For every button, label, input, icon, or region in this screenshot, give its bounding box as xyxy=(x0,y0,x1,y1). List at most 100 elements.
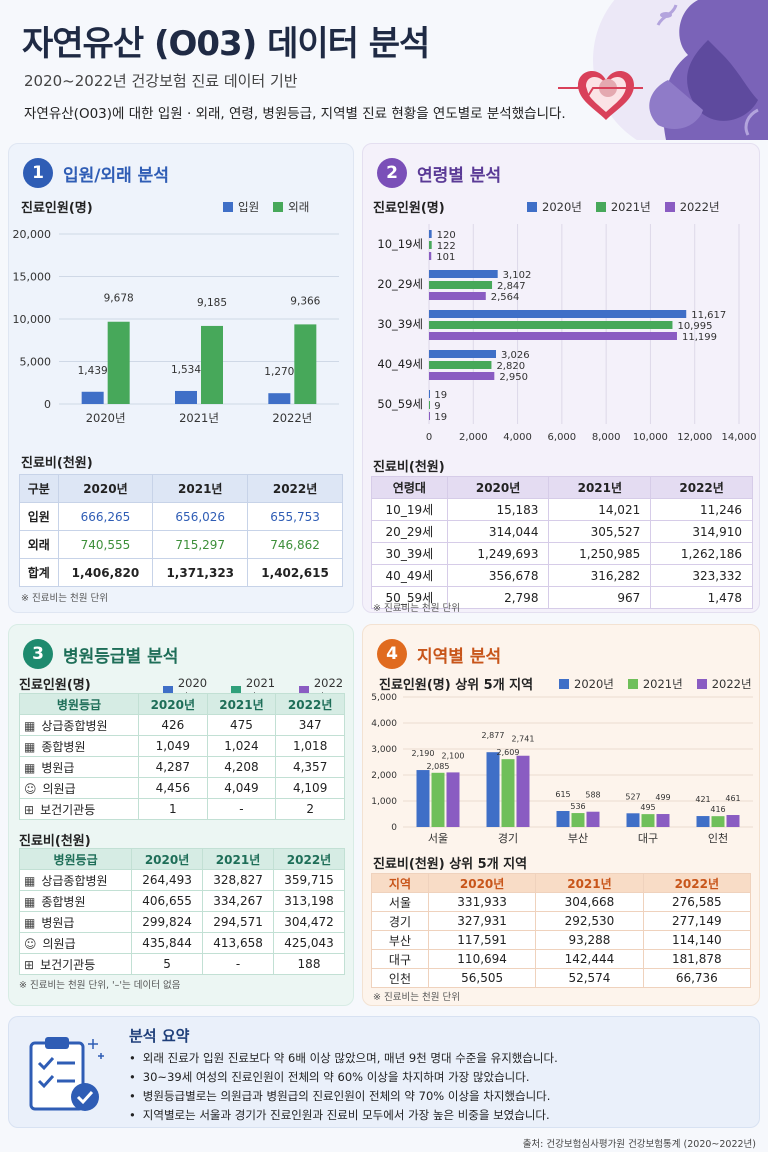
data-label: 3,102 xyxy=(503,270,532,281)
table-cell: 1,018 xyxy=(275,735,345,757)
table-row: 40_49세 356,678 316,282 323,332 xyxy=(371,564,753,587)
legend-label: 입원 xyxy=(238,200,260,214)
table-cell: 356,678 xyxy=(446,564,550,587)
table-cell: 316,282 xyxy=(548,564,652,587)
table-row: ▦ 종합병원 1,049 1,024 1,018 xyxy=(19,735,345,757)
table-cell: 117,591 xyxy=(427,930,537,950)
table-header-row: 병원등급 2020년 2021년 2022년 xyxy=(19,693,345,715)
clinic-icon: ⊞ xyxy=(24,957,35,972)
bar-chart-region: 0 1,000 2,000 3,000 4,000 5,000 2,190 2,085 2,10… xyxy=(371,693,753,845)
data-label: 588 xyxy=(585,791,600,800)
table-cell: 188 xyxy=(273,953,345,975)
data-label: 11,199 xyxy=(682,332,717,343)
data-label: 2,847 xyxy=(497,281,526,292)
section-number: 3 xyxy=(23,639,53,669)
table-cell: 142,444 xyxy=(535,949,644,969)
chart-ylabel: 진료인원(명) 상위 5개 지역 xyxy=(379,678,534,693)
table-cell: 1,371,323 xyxy=(152,558,249,587)
table-cell: 93,288 xyxy=(535,930,644,950)
table-row: ▦ 병원급 299,824 294,571 304,472 xyxy=(18,911,345,933)
table-cell: 5 xyxy=(131,953,204,975)
section-number: 4 xyxy=(377,639,407,669)
table-header-cell: 구분 xyxy=(19,474,59,503)
x-tick-label: 8,000 xyxy=(592,432,621,443)
table-cell: 4,287 xyxy=(137,756,208,778)
table-cell: 276,585 xyxy=(642,892,752,912)
cost-table: 지역 2020년 2021년 2022년 서울 331,933 304,668 276,585… xyxy=(371,873,752,988)
table-cell: 30_39세 xyxy=(371,542,448,565)
table-cell: 11,246 xyxy=(650,498,753,521)
data-label: 2,950 xyxy=(499,372,528,383)
bar xyxy=(486,752,500,827)
table-cell: 475 xyxy=(206,714,277,736)
cost-label: 진료비(천원) xyxy=(373,460,445,475)
section-title: 연령별 분석 xyxy=(417,165,502,186)
section-number: 2 xyxy=(377,158,407,188)
table-cell: 10_19세 xyxy=(371,498,448,521)
data-label: 1,270 xyxy=(264,366,294,378)
y-tick-label: 5,000 xyxy=(20,356,52,369)
data-label: 2,877 xyxy=(482,731,505,740)
y-tick-label: 20,000 xyxy=(13,228,52,241)
table-cell: ⊞ 보건기관등 xyxy=(18,953,133,975)
table-row: 10_19세 15,183 14,021 11,246 xyxy=(371,498,753,521)
bar xyxy=(416,770,430,827)
bar-chart-inpatient-outpatient: 0 5,000 10,000 15,000 20,000 1,439 9,678 2020년 1… xyxy=(13,228,339,425)
data-label: 2,609 xyxy=(497,748,520,757)
table-cell: 299,824 xyxy=(131,911,204,933)
bar xyxy=(429,332,677,340)
table-cell: 50_59세 xyxy=(371,586,448,609)
data-label: 3,026 xyxy=(501,350,530,361)
x-tick-label: 부산 xyxy=(568,832,588,845)
doctor-icon: ☺ xyxy=(24,781,37,796)
table-header-row: 연령대 2020년 2021년 2022년 xyxy=(371,476,753,499)
section-title: 지역별 분석 xyxy=(417,646,502,667)
bar xyxy=(429,361,492,369)
chart-legend: 2020년 2021년 2022년 xyxy=(545,676,752,692)
panel-inpatient-outpatient: 1 입원/외래 분석 진료인원(명) 입원 외래 0 5,000 10,000 15,… xyxy=(8,143,354,613)
table-header-cell: 2022년 xyxy=(642,873,752,893)
table-cell: 110,694 xyxy=(427,949,537,969)
table-cell: 1,049 xyxy=(137,735,208,757)
data-label: 421 xyxy=(695,795,710,804)
table-cell: 1,249,693 xyxy=(446,542,550,565)
legend-label: 2022년 xyxy=(711,677,752,691)
table-header-cell: 병원등급 xyxy=(19,693,139,715)
table-header-cell: 2020년 xyxy=(446,476,550,499)
table-cell: 328,827 xyxy=(202,869,275,891)
y-tick-label: 50_59세 xyxy=(377,397,423,411)
table-row: 20_29세 314,044 305,527 314,910 xyxy=(371,520,753,543)
row-label: 의원급 xyxy=(42,781,76,796)
table-header-cell: 2021년 xyxy=(206,693,277,715)
bar xyxy=(626,813,640,827)
table-cell: 347 xyxy=(275,714,345,736)
y-tick-label: 2,000 xyxy=(371,771,397,781)
legend-label: 2020년 xyxy=(574,677,614,691)
bar xyxy=(571,813,585,827)
panel-region: 4 지역별 분석 진료인원(명) 상위 5개 지역 2020년 2021년 20… xyxy=(362,624,760,1006)
bar xyxy=(201,325,223,404)
x-tick-label: 14,000 xyxy=(722,432,757,443)
table-cell: ☺ 의원급 xyxy=(18,932,133,954)
table-cell: 314,910 xyxy=(650,520,753,543)
table-row: 부산 117,591 93,288 114,140 xyxy=(371,930,752,950)
table-cell: ▦ 상급종합병원 xyxy=(19,714,139,736)
table-cell: 4,049 xyxy=(206,777,277,799)
table-cell: - xyxy=(206,798,277,820)
table-cell: 426 xyxy=(137,714,208,736)
table-cell: 323,332 xyxy=(650,564,753,587)
table-cell: 외래 xyxy=(19,530,59,559)
table-header-cell: 2022년 xyxy=(247,474,343,503)
table-cell: ☺ 의원급 xyxy=(19,777,139,799)
summary-list: 외래 진료가 입원 진료보다 약 6배 이상 많았으며, 매년 9천 명대 수준… xyxy=(129,1049,558,1125)
data-label: 101 xyxy=(436,252,455,263)
bar xyxy=(81,391,104,404)
row-label: 종합병원 xyxy=(41,739,86,754)
pregnant-woman-illustration xyxy=(558,0,768,140)
data-label: 536 xyxy=(570,802,585,811)
table-header-cell: 2021년 xyxy=(535,873,644,893)
bar xyxy=(446,772,460,827)
cost-table: 연령대 2020년 2021년 2022년 10_19세 15,183 14,021 11,2… xyxy=(371,476,753,609)
data-label: 461 xyxy=(725,794,740,803)
data-label: 9,366 xyxy=(290,295,320,307)
